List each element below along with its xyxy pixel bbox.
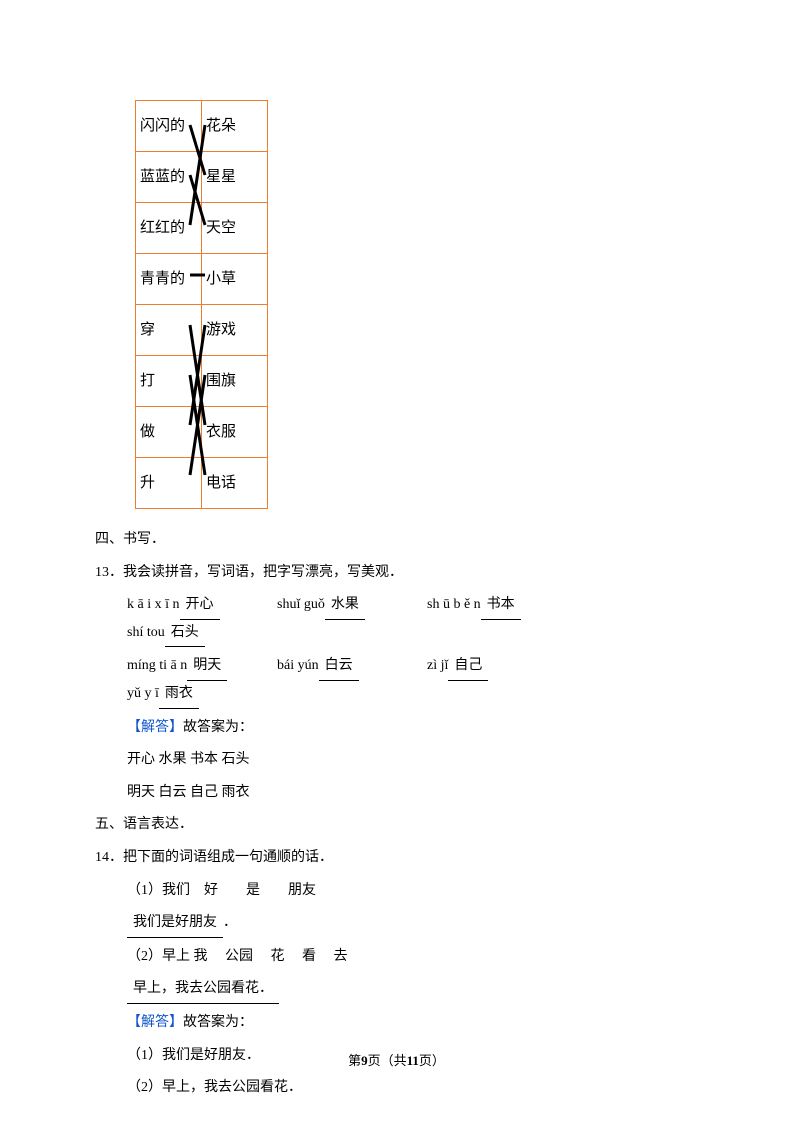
answer: 雨衣 (159, 681, 199, 709)
item2-words: 早上 我 公园 花 看 去 (162, 949, 348, 964)
match-lines (135, 100, 265, 510)
pinyin: zì jǐ (427, 658, 448, 673)
q13-ans-line1: 开心 水果 书本 石头 (127, 747, 698, 774)
answer-label: 【解答】 (127, 720, 183, 735)
pinyin-row-1: k ā i x ī n开心 shuǐ guǒ水果 sh ū b ě n书本 sh… (127, 592, 698, 647)
answer: 石头 (165, 620, 205, 648)
section5-heading: 五、语言表达． (95, 812, 698, 839)
footer-mid: 页（共 (368, 1053, 407, 1068)
pinyin: shuǐ guǒ (277, 597, 325, 612)
page-footer: 第9页（共11页） (0, 1049, 793, 1074)
item1-words: 我们 好 是 朋友 (162, 883, 316, 898)
answer: 开心 (180, 592, 220, 620)
q14-item1: （1）我们 好 是 朋友 (127, 878, 698, 905)
item1-label: （1） (127, 883, 162, 898)
q13-text: 我会读拼音，写词语，把字写漂亮，写美观． (123, 565, 403, 580)
pinyin: sh ū b ě n (427, 597, 481, 612)
ans2: 早上，我去公园看花． (162, 1080, 302, 1095)
q14-item2-answer: 早上，我去公园看花． (127, 976, 698, 1004)
q13-num: 13． (95, 565, 123, 580)
q14-item2: （2）早上 我 公园 花 看 去 (127, 944, 698, 971)
footer-suffix: 页） (419, 1053, 445, 1068)
item2-ans: 早上，我去公园看花． (127, 976, 279, 1004)
q14-text: 把下面的词语组成一句通顺的话． (123, 850, 333, 865)
q13: 13．我会读拼音，写词语，把字写漂亮，写美观． (95, 560, 698, 587)
pinyin: bái yún (277, 658, 319, 673)
answer-text: 故答案为： (183, 1015, 253, 1030)
answer: 水果 (325, 592, 365, 620)
answer-label: 【解答】 (127, 1015, 183, 1030)
q14-item1-answer: 我们是好朋友． (127, 910, 698, 938)
section4-heading: 四、书写． (95, 527, 698, 554)
match-diagram: 闪闪的花朵 蓝蓝的星星 红红的天空 青青的小草 穿游戏 打围旗 做衣服 升电话 (135, 100, 698, 509)
pinyin: k ā i x ī n (127, 597, 180, 612)
answer: 书本 (481, 592, 521, 620)
q14-ans2: （2）早上，我去公园看花． (127, 1075, 698, 1102)
q13-answer-label: 【解答】故答案为： (127, 715, 698, 742)
q14-answer-label: 【解答】故答案为： (127, 1010, 698, 1037)
item1-ans: 我们是好朋友 (127, 910, 223, 938)
pinyin: shí tou (127, 625, 165, 640)
page-content: 闪闪的花朵 蓝蓝的星星 红红的天空 青青的小草 穿游戏 打围旗 做衣服 升电话 … (0, 0, 793, 1148)
ans2-label: （2） (127, 1080, 162, 1095)
pinyin: míng ti ā n (127, 658, 187, 673)
q13-ans-line2: 明天 白云 自己 雨衣 (127, 780, 698, 807)
item2-label: （2） (127, 949, 162, 964)
pinyin: yǔ y ī (127, 686, 159, 701)
pinyin-row-2: míng ti ā n明天 bái yún白云 zì jǐ自己 yǔ y ī雨衣 (127, 653, 698, 708)
answer: 自己 (448, 653, 488, 681)
answer-text: 故答案为： (183, 720, 253, 735)
q14: 14．把下面的词语组成一句通顺的话． (95, 845, 698, 872)
answer: 明天 (187, 653, 227, 681)
answer: 白云 (319, 653, 359, 681)
q14-num: 14． (95, 850, 123, 865)
footer-prefix: 第 (348, 1053, 361, 1068)
footer-total: 11 (407, 1053, 419, 1068)
